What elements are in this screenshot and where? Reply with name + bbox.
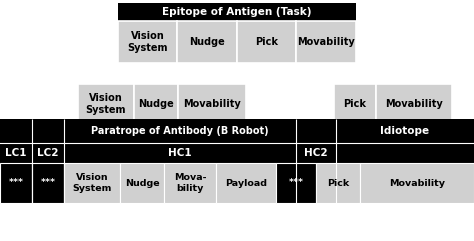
Bar [32, 163, 64, 203]
Text: Paratrope of Antibody (B Robot): Paratrope of Antibody (B Robot) [91, 126, 269, 136]
Text: Nudge: Nudge [125, 179, 159, 187]
Bar [164, 163, 216, 203]
Bar [118, 21, 177, 63]
Text: Mova-
bility: Mova- bility [174, 173, 206, 193]
Bar [237, 21, 297, 63]
Text: LC1: LC1 [5, 148, 27, 158]
Text: Pick: Pick [344, 99, 366, 109]
Bar [134, 84, 178, 124]
Text: Movability: Movability [183, 99, 241, 109]
Text: Vision
System: Vision System [73, 173, 112, 193]
Text: ***: *** [289, 179, 303, 187]
Text: Payload: Payload [225, 179, 267, 187]
Bar [118, 3, 356, 21]
Bar [120, 163, 164, 203]
Text: Vision
System: Vision System [86, 93, 126, 115]
Text: HC1: HC1 [168, 148, 192, 158]
Bar [0, 119, 474, 203]
Bar [376, 84, 452, 124]
Text: Nudge: Nudge [138, 99, 174, 109]
Text: Idiotope: Idiotope [381, 126, 429, 136]
Bar [177, 21, 237, 63]
Text: ***: *** [9, 179, 24, 187]
Bar [0, 163, 32, 203]
Text: HC2: HC2 [304, 148, 328, 158]
Bar [297, 21, 356, 63]
Text: Pick: Pick [327, 179, 349, 187]
Text: Epitope of Antigen (Task): Epitope of Antigen (Task) [162, 7, 312, 17]
Text: ***: *** [40, 179, 55, 187]
Text: Movability: Movability [389, 179, 445, 187]
Text: Movability: Movability [385, 99, 443, 109]
Bar [64, 163, 120, 203]
Text: Pick: Pick [255, 37, 278, 47]
Bar [276, 163, 316, 203]
Text: Movability: Movability [297, 37, 355, 47]
Text: Nudge: Nudge [190, 37, 225, 47]
Bar [178, 84, 246, 124]
Text: Vision
System: Vision System [128, 31, 168, 53]
Text: LC2: LC2 [37, 148, 59, 158]
Bar [78, 84, 134, 124]
Bar [360, 163, 474, 203]
Bar [316, 163, 360, 203]
Bar [216, 163, 276, 203]
Bar [334, 84, 376, 124]
